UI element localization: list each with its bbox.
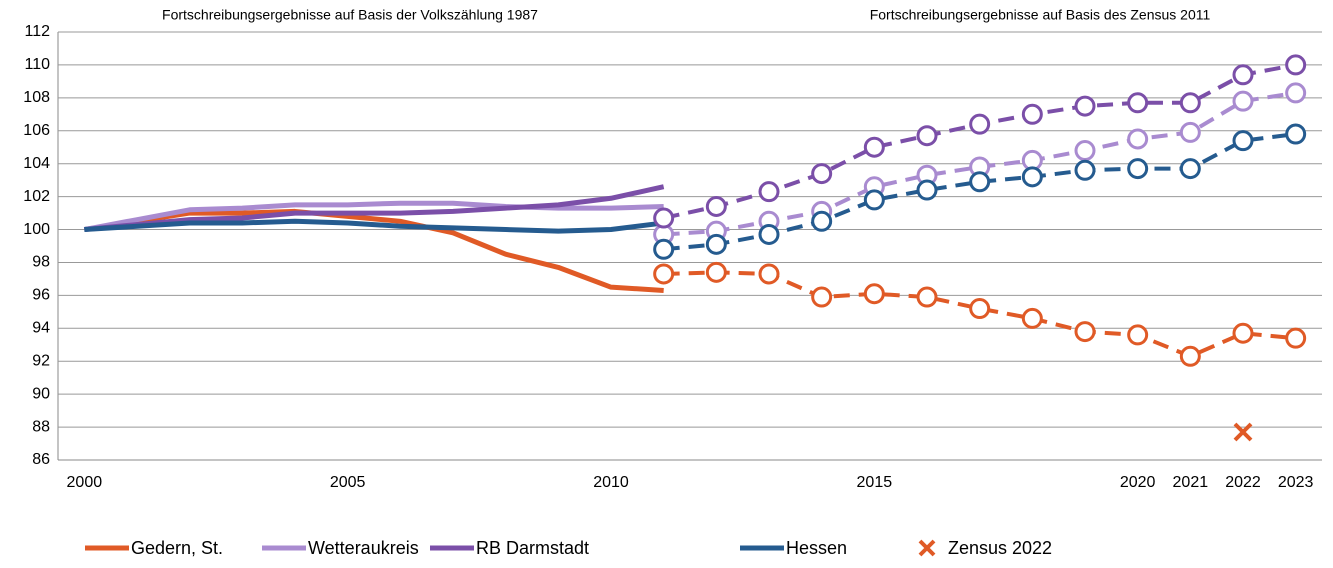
point-marker — [705, 195, 727, 217]
point-marker — [1285, 82, 1307, 104]
y-tick-label: 110 — [24, 56, 50, 73]
point-marker — [1179, 345, 1201, 367]
x-tick-label: 2022 — [1225, 474, 1261, 491]
point-marker — [969, 298, 991, 320]
point-marker — [916, 179, 938, 201]
point-marker — [1127, 324, 1149, 346]
point-marker — [653, 263, 675, 285]
y-tick-label: 108 — [23, 89, 50, 106]
point-marker — [758, 181, 780, 203]
point-marker — [705, 261, 727, 283]
point-marker — [1232, 322, 1254, 344]
point-marker — [811, 163, 833, 185]
legend-label: RB Darmstadt — [476, 538, 589, 558]
y-tick-label: 86 — [32, 451, 50, 468]
series-line-dashed — [663, 62, 1297, 220]
point-marker — [1179, 158, 1201, 180]
y-tick-label: 92 — [32, 352, 50, 369]
point-marker — [1179, 92, 1201, 114]
point-marker — [653, 207, 675, 229]
y-tick-label: 106 — [23, 122, 50, 139]
y-tick-label: 96 — [32, 287, 50, 304]
point-marker — [863, 136, 885, 158]
point-marker — [1127, 128, 1149, 150]
point-marker — [1285, 327, 1307, 349]
y-tick-label: 90 — [32, 385, 50, 402]
point-marker — [653, 238, 675, 260]
point-marker — [1074, 321, 1096, 343]
point-marker — [863, 189, 885, 211]
y-tick-label: 94 — [32, 320, 50, 337]
x-tick-label: 2005 — [330, 474, 366, 491]
cross-marker — [1233, 422, 1253, 442]
point-marker — [969, 113, 991, 135]
annotation: Fortschreibungsergebnisse auf Basis des … — [870, 7, 1211, 23]
point-marker — [1021, 307, 1043, 329]
point-marker — [1127, 92, 1149, 114]
point-marker — [811, 286, 833, 308]
y-tick-label: 104 — [23, 155, 50, 172]
point-marker — [916, 125, 938, 147]
point-marker — [811, 210, 833, 232]
point-marker — [758, 263, 780, 285]
point-marker — [1285, 54, 1307, 76]
annotation: Fortschreibungsergebnisse auf Basis der … — [162, 7, 538, 23]
x-tick-label: 2021 — [1173, 474, 1209, 491]
legend-swatch — [918, 539, 936, 557]
point-marker — [969, 171, 991, 193]
point-marker — [1232, 90, 1254, 112]
point-marker — [1021, 103, 1043, 125]
legend-label: Zensus 2022 — [948, 538, 1052, 558]
point-marker — [758, 223, 780, 245]
point-marker — [1021, 166, 1043, 188]
series-line — [84, 218, 664, 234]
point-marker — [863, 283, 885, 305]
x-tick-label: 2020 — [1120, 474, 1156, 491]
y-tick-label: 112 — [24, 23, 50, 40]
legend-label: Wetteraukreis — [308, 538, 419, 558]
point-marker — [1232, 64, 1254, 86]
x-tick-label: 2000 — [67, 474, 103, 491]
y-tick-label: 88 — [32, 418, 50, 435]
point-marker — [705, 233, 727, 255]
x-tick-label: 2023 — [1278, 474, 1314, 491]
point-marker — [1074, 95, 1096, 117]
series-line — [83, 200, 664, 232]
legend-label: Hessen — [786, 538, 847, 558]
series-line — [83, 208, 664, 293]
point-marker — [1285, 123, 1307, 145]
x-tick-label: 2010 — [593, 474, 629, 491]
point-marker — [1179, 121, 1201, 143]
y-tick-label: 98 — [32, 254, 50, 271]
point-marker — [1074, 159, 1096, 181]
point-marker — [1074, 140, 1096, 162]
x-tick-label: 2015 — [857, 474, 893, 491]
series-line — [84, 184, 665, 233]
point-marker — [916, 286, 938, 308]
legend-label: Gedern, St. — [131, 538, 223, 558]
y-tick-label: 100 — [23, 221, 50, 238]
point-marker — [1127, 158, 1149, 180]
y-tick-label: 102 — [23, 188, 50, 205]
point-marker — [1232, 130, 1254, 152]
